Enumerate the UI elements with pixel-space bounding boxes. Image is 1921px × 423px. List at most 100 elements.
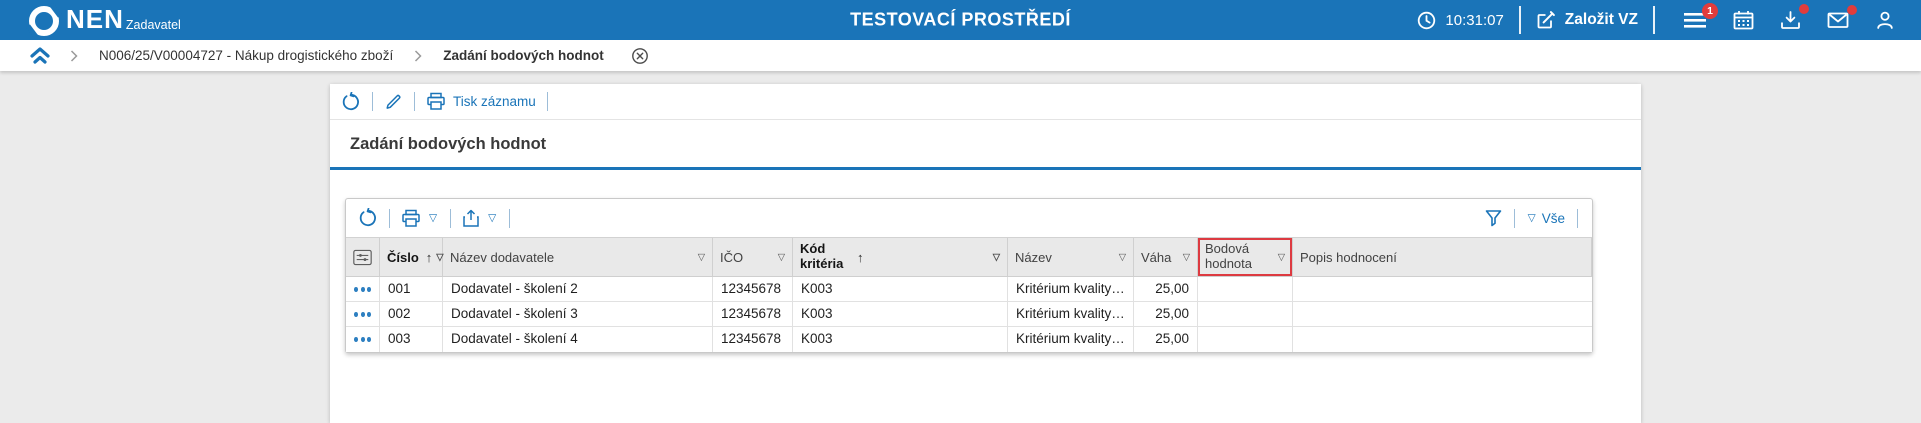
cell-nazev-dodavatele: Dodavatel - školení 4 bbox=[443, 327, 713, 352]
table-row: 001 Dodavatel - školení 2 12345678 K003 … bbox=[346, 277, 1592, 302]
cell-nazev-dodavatele: Dodavatel - školení 3 bbox=[443, 302, 713, 327]
column-header-cislo[interactable]: Číslo ↑ ▽ bbox=[380, 238, 444, 276]
row-menu-button[interactable] bbox=[346, 327, 380, 352]
messages-button[interactable] bbox=[1827, 5, 1857, 29]
divider bbox=[372, 92, 373, 111]
print-record-button[interactable]: Tisk záznamu bbox=[426, 92, 536, 111]
time-text: 10:31:07 bbox=[1445, 11, 1504, 29]
filter-icon[interactable]: ▽ bbox=[777, 251, 785, 263]
column-header-nazev-dodavatele[interactable]: Název dodavatele ▽ bbox=[443, 238, 713, 276]
grid-header-row: Číslo ↑ ▽ Název dodavatele ▽ IČO ▽ Kód k… bbox=[346, 237, 1592, 277]
filter-icon[interactable]: ▽ bbox=[697, 251, 705, 263]
column-header-ico[interactable]: IČO ▽ bbox=[713, 238, 793, 276]
page-title: Zadání bodových hodnot bbox=[350, 135, 547, 153]
column-header-bodova-hodnota[interactable]: Bodová hodnota ▽ bbox=[1198, 238, 1293, 276]
clock: 10:31:07 bbox=[1417, 11, 1504, 30]
home-icon bbox=[30, 47, 50, 64]
export-icon bbox=[463, 209, 479, 227]
grid-refresh-button[interactable] bbox=[358, 208, 378, 228]
edit-icon bbox=[1537, 11, 1555, 29]
cell-bodova-hodnota[interactable] bbox=[1198, 302, 1293, 327]
divider bbox=[1518, 6, 1521, 34]
breadcrumb: N006/25/V00004727 - Nákup drogistického … bbox=[0, 40, 1921, 71]
cell-bodova-hodnota[interactable] bbox=[1198, 277, 1293, 302]
main-menu-button[interactable]: 1 bbox=[1683, 2, 1718, 30]
cell-kod-kriteria: K003 bbox=[793, 327, 1008, 352]
chevron-right-icon bbox=[414, 49, 422, 62]
breadcrumb-item-procurement[interactable]: N006/25/V00004727 - Nákup drogistického … bbox=[99, 48, 394, 63]
cell-kod-kriteria: K003 bbox=[793, 277, 1008, 302]
filter-icon[interactable]: ▽ bbox=[1277, 251, 1285, 263]
home-button[interactable] bbox=[30, 47, 50, 64]
mail-icon bbox=[1827, 12, 1849, 28]
divider bbox=[1653, 6, 1655, 34]
show-all-link[interactable]: Vše bbox=[1541, 210, 1565, 226]
cell-vaha: 25,00 bbox=[1134, 277, 1198, 302]
chevron-right-icon bbox=[70, 49, 78, 62]
menu-notification-badge: 1 bbox=[1702, 2, 1718, 19]
cell-vaha: 25,00 bbox=[1134, 302, 1198, 327]
column-label: Bodová hodnota bbox=[1205, 241, 1252, 271]
column-label: Kód kritéria bbox=[800, 241, 844, 271]
close-tab-button[interactable] bbox=[631, 47, 649, 65]
logo-text: NEN bbox=[66, 4, 124, 34]
inbox-button[interactable] bbox=[1780, 4, 1809, 30]
refresh-button[interactable] bbox=[341, 91, 361, 112]
column-header-popis-hodnoceni[interactable]: Popis hodnocení bbox=[1293, 238, 1592, 276]
environment-label: TESTOVACÍ PROSTŘEDÍ bbox=[850, 9, 1071, 30]
cell-ico: 12345678 bbox=[713, 277, 793, 302]
cell-bodova-hodnota[interactable] bbox=[1198, 327, 1293, 352]
export-dropdown-icon[interactable]: ▽ bbox=[488, 212, 497, 224]
divider bbox=[414, 92, 415, 111]
divider bbox=[1513, 208, 1515, 228]
divider bbox=[450, 208, 452, 228]
column-label: Název bbox=[1015, 249, 1052, 265]
refresh-icon bbox=[342, 91, 359, 110]
cell-nazev: Kritérium kvality - uži… bbox=[1008, 277, 1134, 302]
inbox-download-icon bbox=[1781, 11, 1800, 29]
filter-button[interactable] bbox=[1484, 209, 1503, 227]
data-grid: ▽ ▽ bbox=[345, 198, 1593, 353]
printer-icon bbox=[402, 209, 420, 227]
cell-ico: 12345678 bbox=[713, 327, 793, 352]
pencil-icon bbox=[386, 94, 401, 109]
create-vz-button[interactable]: Založit VZ bbox=[1536, 10, 1638, 30]
divider bbox=[1577, 208, 1578, 228]
column-settings-button[interactable] bbox=[346, 238, 380, 276]
row-menu-button[interactable] bbox=[346, 277, 380, 302]
cell-cislo: 001 bbox=[380, 277, 443, 302]
breadcrumb-item-current: Zadání bodových hodnot bbox=[443, 48, 604, 63]
grid-print-button[interactable]: ▽ bbox=[401, 209, 439, 228]
row-menu-button[interactable] bbox=[346, 302, 380, 327]
grid-toolbar: ▽ ▽ bbox=[346, 199, 1592, 237]
cell-popis-hodnoceni[interactable] bbox=[1293, 327, 1592, 352]
filter-icon[interactable]: ▽ bbox=[1118, 251, 1126, 263]
column-settings-icon bbox=[353, 249, 372, 265]
print-dropdown-icon[interactable]: ▽ bbox=[429, 212, 438, 224]
create-vz-label: Založit VZ bbox=[1564, 11, 1638, 28]
show-all-dropdown-icon[interactable]: ▽ bbox=[1527, 212, 1536, 224]
filter-icon[interactable]: ▽ bbox=[436, 251, 444, 263]
inbox-notification-dot bbox=[1799, 4, 1809, 14]
cell-cislo: 003 bbox=[380, 327, 443, 352]
filter-icon[interactable]: ▽ bbox=[992, 251, 1000, 263]
cell-popis-hodnoceni[interactable] bbox=[1293, 277, 1592, 302]
column-header-nazev[interactable]: Název ▽ bbox=[1008, 238, 1134, 276]
column-header-vaha[interactable]: Váha ▽ bbox=[1134, 238, 1198, 276]
page-title-row: Zadání bodových hodnot bbox=[330, 120, 1641, 170]
user-button[interactable] bbox=[1875, 10, 1895, 30]
grid-export-button[interactable]: ▽ bbox=[462, 209, 498, 228]
filter-icon[interactable]: ▽ bbox=[1182, 251, 1190, 263]
calendar-button[interactable] bbox=[1733, 10, 1754, 30]
print-record-label: Tisk záznamu bbox=[453, 94, 536, 109]
column-header-kod-kriteria[interactable]: Kód kritéria ↑ ▽ bbox=[793, 238, 1008, 276]
cell-ico: 12345678 bbox=[713, 302, 793, 327]
column-label: Popis hodnocení bbox=[1300, 249, 1397, 265]
edit-record-button[interactable] bbox=[384, 92, 403, 111]
nen-logo[interactable]: NEN Zadavatel bbox=[26, 1, 181, 39]
column-label: IČO bbox=[720, 249, 744, 265]
cell-popis-hodnoceni[interactable] bbox=[1293, 302, 1592, 327]
record-toolbar: Tisk záznamu bbox=[330, 84, 1641, 120]
cell-nazev: Kritérium kvality - uži… bbox=[1008, 302, 1134, 327]
divider bbox=[509, 208, 511, 228]
